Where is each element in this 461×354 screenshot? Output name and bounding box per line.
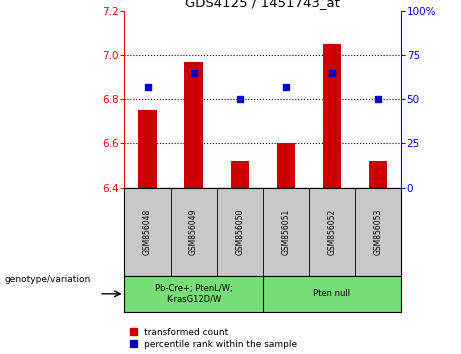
Text: GSM856049: GSM856049 [189, 209, 198, 255]
Text: Pten null: Pten null [313, 289, 350, 298]
Text: GSM856051: GSM856051 [281, 209, 290, 255]
Text: Pb-Cre+; PtenL/W;
K-rasG12D/W: Pb-Cre+; PtenL/W; K-rasG12D/W [155, 284, 232, 304]
Text: GSM856050: GSM856050 [235, 209, 244, 255]
Bar [369, 161, 387, 188]
Text: GSM856053: GSM856053 [373, 209, 383, 255]
Text: GSM856048: GSM856048 [143, 209, 152, 255]
Bar [277, 143, 295, 188]
Legend: transformed count, percentile rank within the sample: transformed count, percentile rank withi… [129, 327, 298, 349]
Text: genotype/variation: genotype/variation [5, 275, 91, 284]
Bar [138, 110, 157, 188]
Bar [230, 161, 249, 188]
Title: GDS4125 / 1451743_at: GDS4125 / 1451743_at [185, 0, 340, 10]
Text: GSM856052: GSM856052 [327, 209, 337, 255]
Bar [184, 62, 203, 188]
Bar [323, 44, 341, 188]
